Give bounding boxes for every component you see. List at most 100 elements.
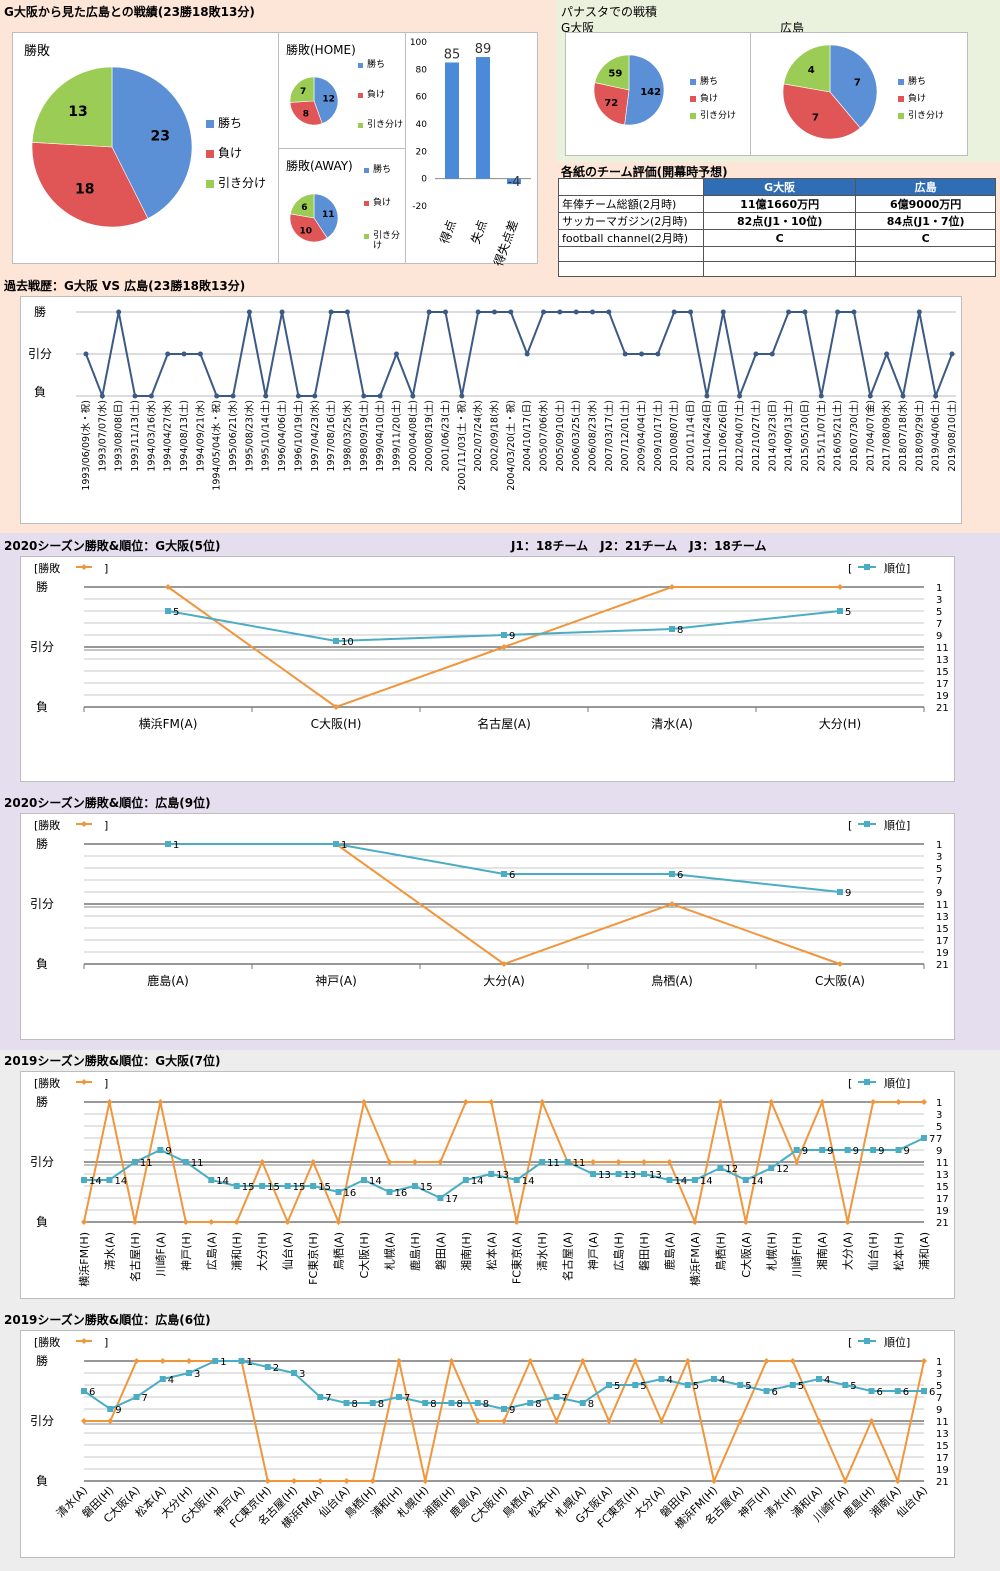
- rank-point: [793, 1147, 800, 1153]
- history-point: [181, 351, 187, 357]
- rank-line: [84, 1137, 925, 1200]
- table-cell: C: [702, 229, 857, 247]
- rank-data-label: 9: [827, 1146, 833, 1157]
- x-axis-label: C大阪(A): [739, 1232, 753, 1278]
- legend-result-close: ]: [104, 562, 108, 575]
- legend-label: 負け: [367, 88, 385, 100]
- rank-data-label: 9: [802, 1146, 808, 1157]
- legend-result-marker: [81, 821, 87, 827]
- x-axis-label: 広島(H): [612, 1232, 626, 1271]
- rank-point: [333, 638, 339, 644]
- bar-category-label: 得点: [437, 218, 459, 246]
- rank-data-label: 14: [471, 1176, 484, 1187]
- result-point: [513, 1219, 520, 1225]
- rank-tick-label: 15: [936, 1441, 949, 1452]
- legend-label: 勝ち: [700, 75, 718, 87]
- league-note: J1：18チーム J2：21チーム J3：18チーム: [511, 539, 767, 553]
- rank-data-label: 16: [344, 1188, 357, 1199]
- rank-point: [669, 626, 675, 632]
- x-axis-label: 湘南(H): [459, 1232, 473, 1271]
- rank-data-label: 14: [89, 1176, 102, 1187]
- rank-tick-label: 17: [936, 679, 949, 690]
- history-x-label: 1996/04/06(土): [276, 400, 288, 472]
- history-x-label: 2018/09/29(土): [913, 400, 925, 472]
- result-point: [691, 1219, 698, 1225]
- rank-tick-label: 21: [936, 1218, 949, 1229]
- pie-slice: [31, 66, 113, 148]
- rank-tick-label: 21: [936, 960, 949, 971]
- legend-swatch: [358, 93, 363, 98]
- rank-data-label: 4: [667, 1375, 673, 1386]
- history-point: [361, 393, 367, 399]
- x-axis-label: 神戸(H): [179, 1232, 193, 1271]
- rank-point: [539, 1159, 546, 1165]
- result-point: [361, 1099, 367, 1105]
- history-point: [263, 393, 269, 399]
- rank-data-label: 15: [318, 1182, 331, 1193]
- rank-data-label: 5: [745, 1381, 751, 1392]
- pie-data-label: 8: [303, 110, 309, 120]
- x-axis-label: 大分(H): [255, 1232, 269, 1271]
- rank-data-label: 9: [165, 1146, 171, 1157]
- rank-tick-label: 1: [936, 1357, 942, 1368]
- pie-slice: [289, 100, 323, 126]
- result-point: [539, 1099, 546, 1105]
- rank-point: [501, 871, 507, 877]
- history-point: [475, 309, 481, 315]
- rank-data-label: 3: [194, 1369, 200, 1380]
- result-point: [590, 1159, 597, 1165]
- history-x-label: 2017/08/09(水): [881, 400, 893, 472]
- table-row: football channel(2月時) C C: [558, 229, 996, 247]
- x-axis-label: 神戸(A): [586, 1232, 600, 1270]
- rank-point: [768, 1165, 775, 1171]
- history-x-label: 1993/06/09(水・祝): [80, 400, 92, 491]
- rank-data-label: 13: [649, 1170, 662, 1181]
- rank-point: [842, 1382, 849, 1388]
- table-cell: [855, 261, 996, 277]
- legend-result-label: [勝敗: [34, 561, 60, 575]
- s2019-gosaka-box: [20, 1071, 955, 1299]
- rank-data-label: 11: [140, 1158, 153, 1169]
- result-point: [437, 1159, 444, 1165]
- history-point: [655, 351, 661, 357]
- rank-point: [343, 1400, 350, 1406]
- legend-swatch: [898, 96, 904, 102]
- history-x-label: 1993/08/08(日): [114, 400, 125, 472]
- x-axis-label: 鳥栖(A): [332, 1232, 346, 1270]
- result-point: [501, 644, 507, 650]
- bar: [445, 62, 459, 179]
- rank-point: [386, 1189, 393, 1195]
- rank-tick-label: 13: [936, 1429, 949, 1440]
- rank-data-label: 15: [293, 1182, 306, 1193]
- result-point: [291, 1478, 297, 1484]
- rank-data-label: 17: [445, 1194, 458, 1205]
- history-point: [295, 393, 301, 399]
- pie-title: 勝敗: [24, 44, 50, 59]
- table-cell: [558, 178, 704, 196]
- x-axis-label: 磐田(A): [433, 1232, 447, 1270]
- history-point: [639, 351, 645, 357]
- rank-point: [396, 1394, 402, 1400]
- table-cell: [702, 261, 857, 277]
- legend-swatch: [364, 201, 369, 206]
- rank-data-label: 14: [674, 1176, 687, 1187]
- legend-label: 負け: [373, 196, 391, 208]
- rank-point: [284, 1183, 291, 1189]
- pie-title: 勝敗(HOME): [286, 42, 356, 57]
- legend-rank-marker: [864, 1338, 870, 1344]
- s2020-hiroshima-title: 2020シーズン勝敗&順位：広島(9位): [4, 796, 211, 810]
- result-point: [81, 1418, 87, 1424]
- rank-tick-label: 1: [936, 1098, 942, 1109]
- table-row: [558, 246, 996, 262]
- pie-data-label: 7: [300, 87, 306, 97]
- result-point: [895, 1099, 902, 1105]
- rank-tick-label: 19: [936, 948, 949, 959]
- x-axis-label: 浦和(H): [231, 1232, 244, 1271]
- rank-point: [212, 1358, 219, 1364]
- history-point: [99, 393, 105, 399]
- result-point: [793, 1159, 800, 1165]
- rank-data-label: 13: [598, 1170, 611, 1181]
